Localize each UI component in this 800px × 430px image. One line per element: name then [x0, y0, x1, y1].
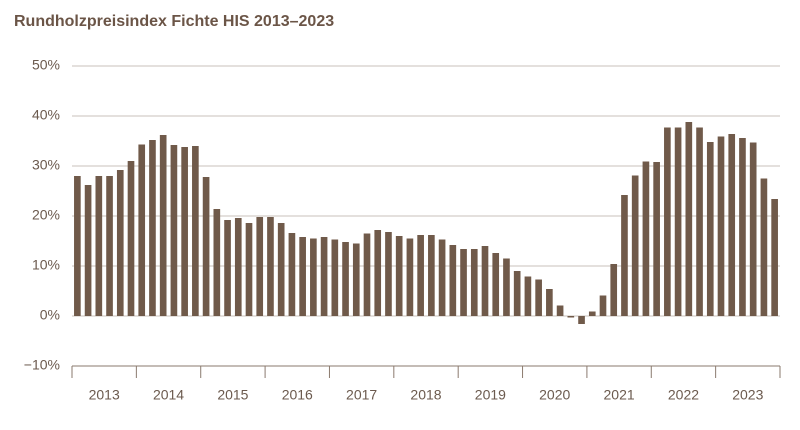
bar — [470, 249, 478, 316]
bar — [116, 170, 124, 316]
bar — [524, 276, 532, 316]
bar — [202, 177, 210, 316]
bar — [363, 233, 371, 316]
bar — [342, 242, 349, 316]
bar — [95, 176, 103, 316]
bar — [74, 176, 81, 316]
x-tick-label: 2021 — [604, 387, 635, 403]
chart-title: Rundholzpreisindex Fichte HIS 2013–2023 — [14, 13, 334, 30]
bar — [706, 142, 714, 316]
bar — [428, 235, 435, 316]
bar — [181, 147, 188, 316]
x-tick-label: 2017 — [346, 387, 377, 403]
bar — [406, 238, 414, 316]
bar — [170, 145, 178, 316]
bar — [481, 246, 489, 316]
bar — [749, 142, 757, 316]
y-tick-label: 10% — [32, 257, 60, 273]
bar — [760, 178, 768, 316]
bar — [685, 122, 693, 316]
bar — [256, 217, 264, 316]
bar — [159, 135, 167, 316]
bar — [127, 161, 135, 316]
bar — [513, 271, 521, 316]
bar — [438, 239, 446, 316]
bar — [674, 127, 682, 316]
bar — [320, 237, 328, 316]
bar — [460, 249, 467, 316]
bar — [192, 146, 199, 316]
bar — [771, 199, 778, 316]
x-tick-label: 2015 — [217, 387, 248, 403]
bar — [492, 253, 500, 316]
bar — [385, 232, 392, 316]
bar — [331, 239, 339, 316]
y-tick-label: −10% — [24, 357, 60, 373]
y-tick-label: 20% — [32, 207, 60, 223]
bar — [106, 176, 113, 316]
bar — [621, 195, 628, 316]
x-tick-label: 2016 — [282, 387, 313, 403]
bar — [631, 175, 639, 316]
bar — [277, 223, 285, 316]
bar — [149, 140, 156, 316]
y-tick-label: 40% — [32, 107, 60, 123]
bar — [84, 185, 92, 316]
bar — [395, 236, 403, 316]
bar — [449, 245, 457, 316]
bar — [642, 161, 650, 316]
bar — [653, 162, 660, 316]
y-tick-label: 30% — [32, 157, 60, 173]
bar — [213, 209, 221, 316]
bar — [567, 316, 575, 318]
x-tick-label: 2013 — [89, 387, 120, 403]
x-tick-label: 2018 — [410, 387, 441, 403]
bar — [610, 264, 618, 316]
bar — [728, 134, 736, 316]
bar — [352, 243, 360, 316]
bar — [267, 217, 274, 316]
bar — [138, 144, 146, 316]
bar — [535, 279, 542, 316]
bar — [310, 238, 317, 316]
bar — [234, 218, 242, 316]
x-tick-label: 2019 — [475, 387, 506, 403]
bar — [299, 237, 306, 316]
x-tick-label: 2014 — [153, 387, 184, 403]
bar — [696, 127, 703, 316]
bar — [578, 316, 585, 324]
x-tick-label: 2023 — [732, 387, 763, 403]
bar — [599, 295, 607, 316]
bar — [503, 258, 510, 316]
bar — [556, 305, 564, 316]
x-tick-label: 2022 — [668, 387, 699, 403]
bar — [739, 138, 746, 316]
bar — [664, 127, 671, 316]
bar — [374, 230, 382, 316]
bar — [288, 233, 296, 316]
y-tick-label: 50% — [32, 57, 60, 73]
bar — [588, 311, 596, 316]
bar — [417, 235, 424, 316]
bar — [546, 289, 553, 316]
y-tick-label: 0% — [40, 307, 60, 323]
bar — [717, 136, 725, 316]
x-tick-label: 2020 — [539, 387, 570, 403]
bar — [224, 220, 231, 316]
bar — [245, 223, 253, 316]
